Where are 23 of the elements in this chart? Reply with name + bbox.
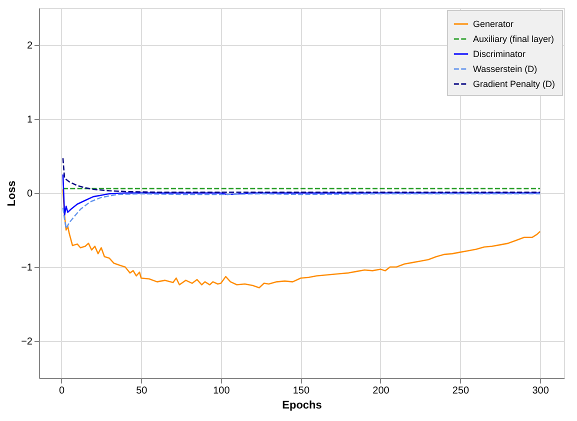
x-tick-label: 100 [213, 386, 230, 396]
x-tick-label: 0 [59, 386, 66, 396]
line-series [62, 188, 541, 288]
x-tick-label: 250 [452, 386, 470, 396]
x-tick-label: 200 [372, 386, 390, 396]
x-tick-label: 50 [136, 386, 148, 396]
legend-label: Gradient Penalty (D) [473, 79, 556, 89]
y-tick-label: −1 [21, 262, 33, 274]
line-series [62, 158, 541, 193]
y-tick-label: 1 [26, 114, 33, 126]
line-series [62, 174, 541, 216]
legend-label: Wasserstein (D) [473, 64, 538, 74]
x-tick-label: 150 [292, 386, 310, 396]
legend-label: Discriminator [473, 49, 526, 59]
y-tick-label: 2 [26, 40, 33, 52]
y-tick-label: 0 [26, 188, 33, 200]
x-axis-title: Epochs [282, 400, 322, 412]
y-axis-title: Loss [6, 180, 18, 206]
line-series [62, 193, 541, 230]
legend-label: Auxiliary (final layer) [473, 34, 554, 44]
legend-label: Generator [473, 19, 514, 29]
y-tick-label: −2 [21, 336, 33, 348]
x-tick-label: 300 [532, 386, 550, 396]
